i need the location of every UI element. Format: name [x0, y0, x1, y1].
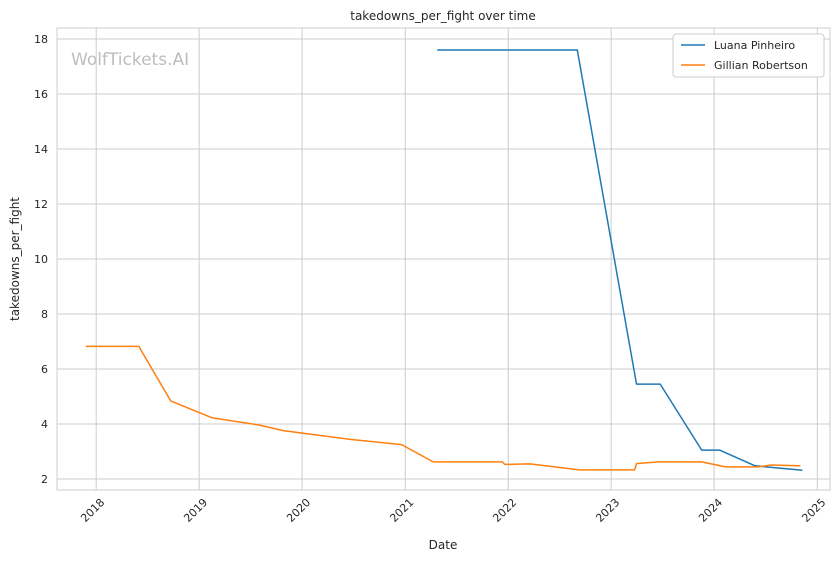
y-tick-label: 16 — [34, 88, 48, 101]
x-tick-label: 2018 — [78, 496, 107, 525]
legend-label-gillian-robertson: Gillian Robertson — [714, 59, 808, 72]
x-tick-labels: 2018 2019 2020 2021 2022 2023 2024 2025 — [78, 496, 828, 525]
watermark: WolfTickets.AI — [71, 50, 189, 70]
y-tick-label: 12 — [34, 198, 48, 211]
y-tick-label: 2 — [41, 473, 48, 486]
y-tick-label: 4 — [41, 418, 48, 431]
x-tick-label: 2023 — [593, 496, 622, 525]
y-tick-label: 6 — [41, 363, 48, 376]
y-tick-label: 8 — [41, 308, 48, 321]
x-tick-label: 2020 — [284, 496, 313, 525]
y-tick-label: 18 — [34, 33, 48, 46]
legend-frame — [672, 33, 825, 78]
y-tick-labels: 2 4 6 8 10 12 14 16 18 — [34, 33, 48, 486]
y-tick-label: 10 — [34, 253, 48, 266]
x-tick-label: 2022 — [490, 496, 519, 525]
x-tick-label: 2024 — [696, 496, 725, 525]
chart-title: takedowns_per_fight over time — [350, 9, 536, 23]
grid-layer — [57, 28, 830, 490]
y-axis-label: takedowns_per_fight — [8, 197, 22, 321]
series-layer — [85, 49, 803, 471]
legend: Luana Pinheiro Gillian Robertson — [672, 33, 825, 78]
plot-area-frame — [56, 27, 831, 491]
y-tick-label: 14 — [34, 143, 48, 156]
series-line-gillian-robertson — [85, 345, 801, 471]
x-axis-label: Date — [429, 538, 458, 552]
x-tick-label: 2025 — [799, 496, 828, 525]
legend-label-luana-pinheiro: Luana Pinheiro — [714, 39, 795, 52]
x-tick-label: 2019 — [181, 496, 210, 525]
x-tick-label: 2021 — [387, 496, 416, 525]
series-line-luana-pinheiro — [437, 49, 803, 471]
